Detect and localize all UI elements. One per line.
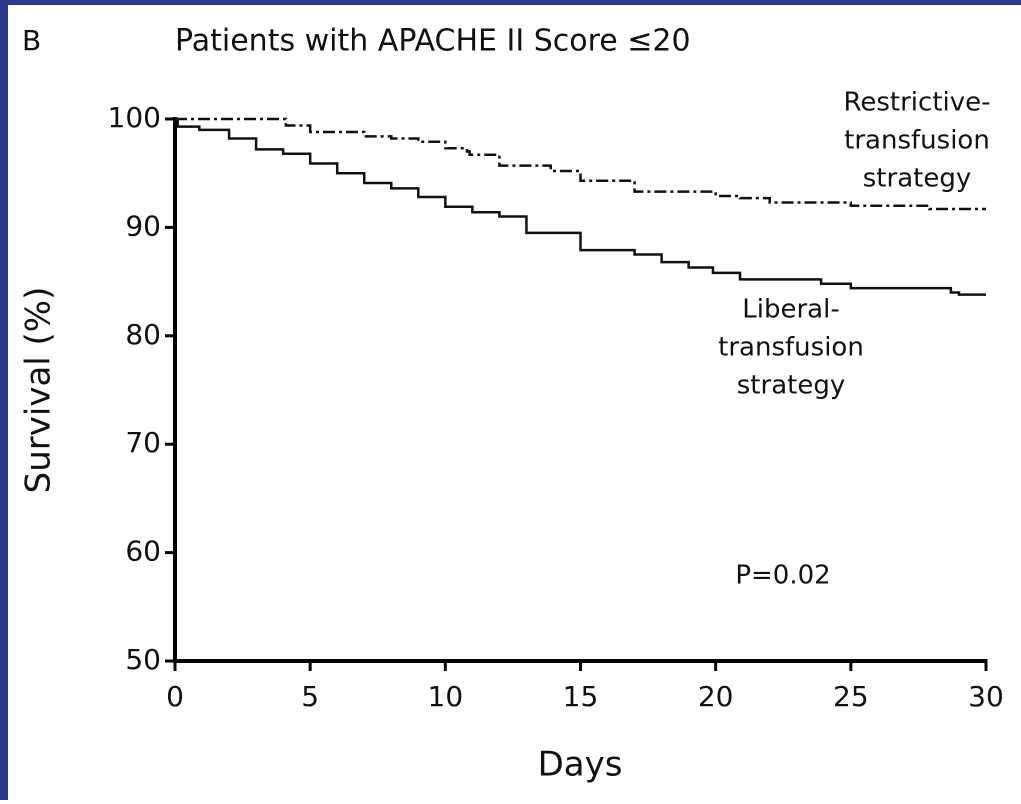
- top-border: [0, 0, 1021, 5]
- x-tick-label: 10: [428, 680, 464, 713]
- x-axis-label: Days: [538, 745, 623, 785]
- y-tick-label: 100: [108, 101, 161, 134]
- series-label: transfusion: [844, 126, 990, 156]
- chart-title: Patients with APACHE II Score ≤20: [175, 24, 691, 59]
- series-label: Restrictive-: [843, 88, 990, 118]
- series-label: Liberal-: [742, 295, 839, 325]
- annotation: P=0.02: [735, 561, 830, 591]
- x-tick-label: 15: [563, 680, 599, 713]
- x-tick-label: 5: [301, 680, 319, 713]
- series-label: strategy: [737, 371, 845, 401]
- y-tick-label: 50: [125, 643, 161, 676]
- y-tick-label: 80: [125, 318, 161, 351]
- survival-line: [175, 117, 986, 296]
- y-tick-label: 60: [125, 535, 161, 568]
- x-tick-label: 20: [698, 680, 734, 713]
- survival-line: [175, 117, 986, 211]
- y-tick-label: 70: [125, 426, 161, 459]
- x-tick-label: 25: [833, 680, 869, 713]
- left-border: [0, 0, 8, 800]
- panel-label: B: [22, 24, 41, 57]
- series-label: transfusion: [718, 333, 864, 363]
- series-label: strategy: [863, 164, 971, 194]
- y-axis-label: Survival (%): [19, 287, 59, 494]
- x-tick-label: 30: [968, 680, 1004, 713]
- y-tick-label: 90: [125, 209, 161, 242]
- x-tick-label: 0: [166, 680, 184, 713]
